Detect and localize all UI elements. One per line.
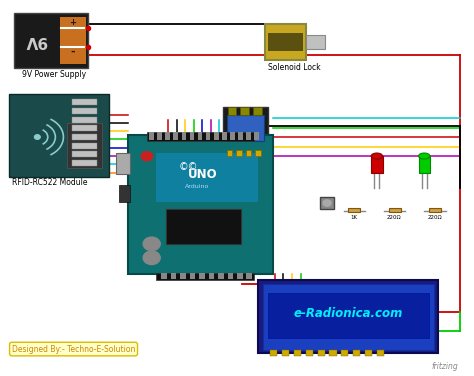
Bar [214,132,219,140]
Bar [227,115,264,141]
Text: Designed By:- Techno-E-Solution: Designed By:- Techno-E-Solution [12,344,135,353]
Bar [263,284,434,350]
Bar [199,273,205,279]
Bar [218,273,224,279]
Bar [240,107,249,115]
Circle shape [143,237,160,251]
Bar [156,153,258,202]
Bar [348,208,360,212]
Bar [190,273,195,279]
Bar [268,293,429,338]
Circle shape [143,251,160,265]
Bar [72,134,97,140]
Bar [128,135,273,274]
Bar [255,150,261,156]
Text: 220Ω: 220Ω [428,215,442,220]
Bar [116,153,130,174]
Bar [118,185,130,202]
Bar [149,132,154,140]
Circle shape [35,135,40,139]
Bar [268,33,303,51]
Bar [306,350,313,356]
Text: RFID-RC522 Module: RFID-RC522 Module [12,178,87,187]
Text: ©©: ©© [179,162,199,172]
Bar [389,208,401,212]
Bar [306,35,325,50]
Bar [198,132,202,140]
Bar [171,273,176,279]
Bar [329,350,337,356]
Text: +: + [70,18,76,27]
Text: Solenoid Lock: Solenoid Lock [268,62,320,71]
Bar [14,13,88,68]
Bar [270,350,277,356]
Bar [238,132,243,140]
Bar [157,132,162,140]
Bar [246,150,251,156]
Bar [254,132,259,140]
Bar [180,273,186,279]
Bar [377,350,384,356]
Bar [294,350,301,356]
Circle shape [141,152,153,161]
Bar [228,273,233,279]
Text: e-Radionica.com: e-Radionica.com [294,307,403,320]
Bar [246,273,252,279]
Ellipse shape [371,153,383,159]
Bar [429,208,441,212]
Bar [9,94,109,177]
Bar [365,350,372,356]
Bar [230,132,235,140]
Bar [253,107,262,115]
Bar [353,350,360,356]
Bar [72,143,97,149]
Bar [165,132,170,140]
Bar [67,123,102,168]
Bar [237,273,243,279]
Bar [166,209,241,244]
Text: UNO: UNO [188,168,218,181]
Bar [182,132,186,140]
Bar [72,151,97,157]
Text: -: - [71,46,75,56]
Text: fritzing: fritzing [431,362,458,371]
Bar [206,132,210,140]
Bar [72,108,97,114]
Bar [341,350,348,356]
Bar [246,132,251,140]
Bar [72,117,97,123]
Bar [223,107,268,150]
Bar [209,273,214,279]
Circle shape [323,200,331,206]
Bar [258,280,438,353]
Text: 9V: 9V [25,33,47,48]
Bar [161,273,167,279]
Bar [265,24,306,60]
Bar [371,156,383,173]
Bar [282,350,289,356]
Bar [156,273,254,280]
Bar [72,160,97,166]
Text: 1K: 1K [351,215,357,220]
Bar [320,197,334,209]
Text: Arduino: Arduino [185,184,210,190]
Bar [147,132,254,141]
Bar [60,17,86,64]
Bar [236,150,242,156]
Bar [227,150,232,156]
Bar [419,156,430,173]
Bar [190,132,194,140]
Bar [72,99,97,105]
Bar [173,132,178,140]
Text: 9V Power Supply: 9V Power Supply [22,70,86,79]
Bar [318,350,325,356]
Ellipse shape [419,153,430,159]
Bar [72,125,97,131]
Bar [222,132,227,140]
Bar [228,107,236,115]
Text: 220Ω: 220Ω [387,215,401,220]
